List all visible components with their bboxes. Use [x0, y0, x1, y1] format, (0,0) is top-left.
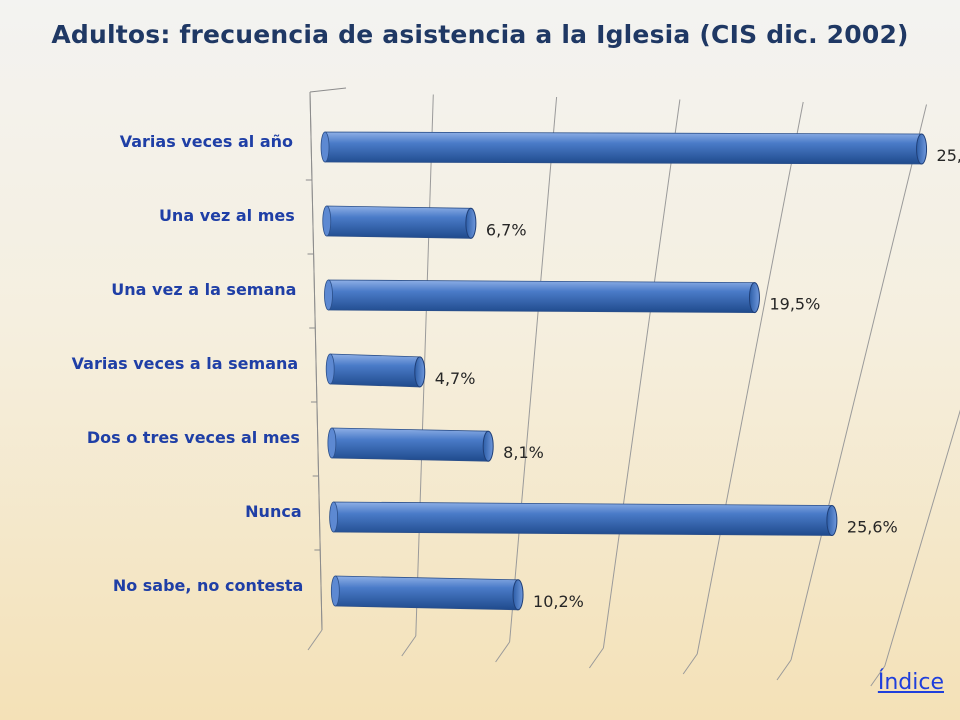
bar-start-cap [322, 205, 332, 237]
category-label: Una vez a la semana [111, 280, 296, 299]
bar [327, 427, 494, 462]
bar-start-cap [320, 131, 330, 163]
gridline [884, 409, 960, 667]
category-axis [309, 91, 323, 631]
bar-end-cap [916, 133, 928, 165]
bar-start-cap [324, 279, 333, 311]
floor-line [495, 641, 511, 663]
category-label: Dos o tres veces al mes [87, 428, 300, 447]
bar-body [324, 131, 922, 165]
bar [330, 575, 524, 611]
value-label: 25,2% [937, 146, 960, 165]
bar-body [329, 353, 421, 388]
value-label: 8,1% [503, 443, 544, 462]
bar [329, 501, 838, 536]
value-label: 4,7% [435, 369, 476, 388]
wall-top-edge [309, 87, 347, 93]
bar-end-cap [414, 356, 426, 388]
bar [324, 279, 760, 314]
bar-body [331, 427, 489, 462]
gridline [602, 99, 681, 649]
gridline [790, 104, 927, 661]
bar-body [326, 205, 472, 239]
gridline [696, 101, 804, 655]
floor-line [588, 647, 604, 669]
floor-line [776, 659, 792, 681]
bar-start-cap [327, 427, 337, 459]
category-label: Una vez al mes [159, 206, 295, 225]
floor-line [307, 629, 323, 651]
gridline [509, 96, 558, 643]
category-label: No sabe, no contesta [113, 576, 304, 595]
index-link[interactable]: Índice [877, 670, 944, 695]
value-label: 6,7% [486, 220, 527, 239]
floor-line [401, 635, 417, 657]
value-label: 10,2% [533, 592, 584, 611]
bar-start-cap [329, 501, 339, 533]
value-label: 19,5% [769, 295, 820, 314]
category-label: Varias veces al año [120, 132, 293, 151]
bar-start-cap [325, 353, 335, 385]
floor-line [870, 665, 886, 687]
bar-layer [320, 131, 928, 611]
bar-end-cap [482, 430, 494, 462]
bar-end-cap [826, 505, 838, 536]
bar-body [334, 575, 519, 611]
chart-title: Adultos: frecuencia de asistencia a la I… [51, 20, 909, 49]
bar-end-cap [465, 207, 477, 239]
bar [322, 205, 477, 239]
bar-end-cap [748, 282, 760, 314]
category-label: Varias veces a la semana [72, 354, 299, 373]
bar-end-cap [512, 579, 524, 611]
bar-body [328, 279, 755, 314]
value-label: 25,6% [847, 518, 898, 537]
label-layer: 25,2% Varias veces al año 6,7% Una vez al m… [72, 132, 960, 611]
bar [325, 353, 426, 388]
bar-body [333, 501, 833, 536]
bar-start-cap [330, 575, 340, 607]
floor-line [682, 653, 698, 675]
category-label: Nunca [245, 502, 301, 521]
bar [320, 131, 928, 165]
